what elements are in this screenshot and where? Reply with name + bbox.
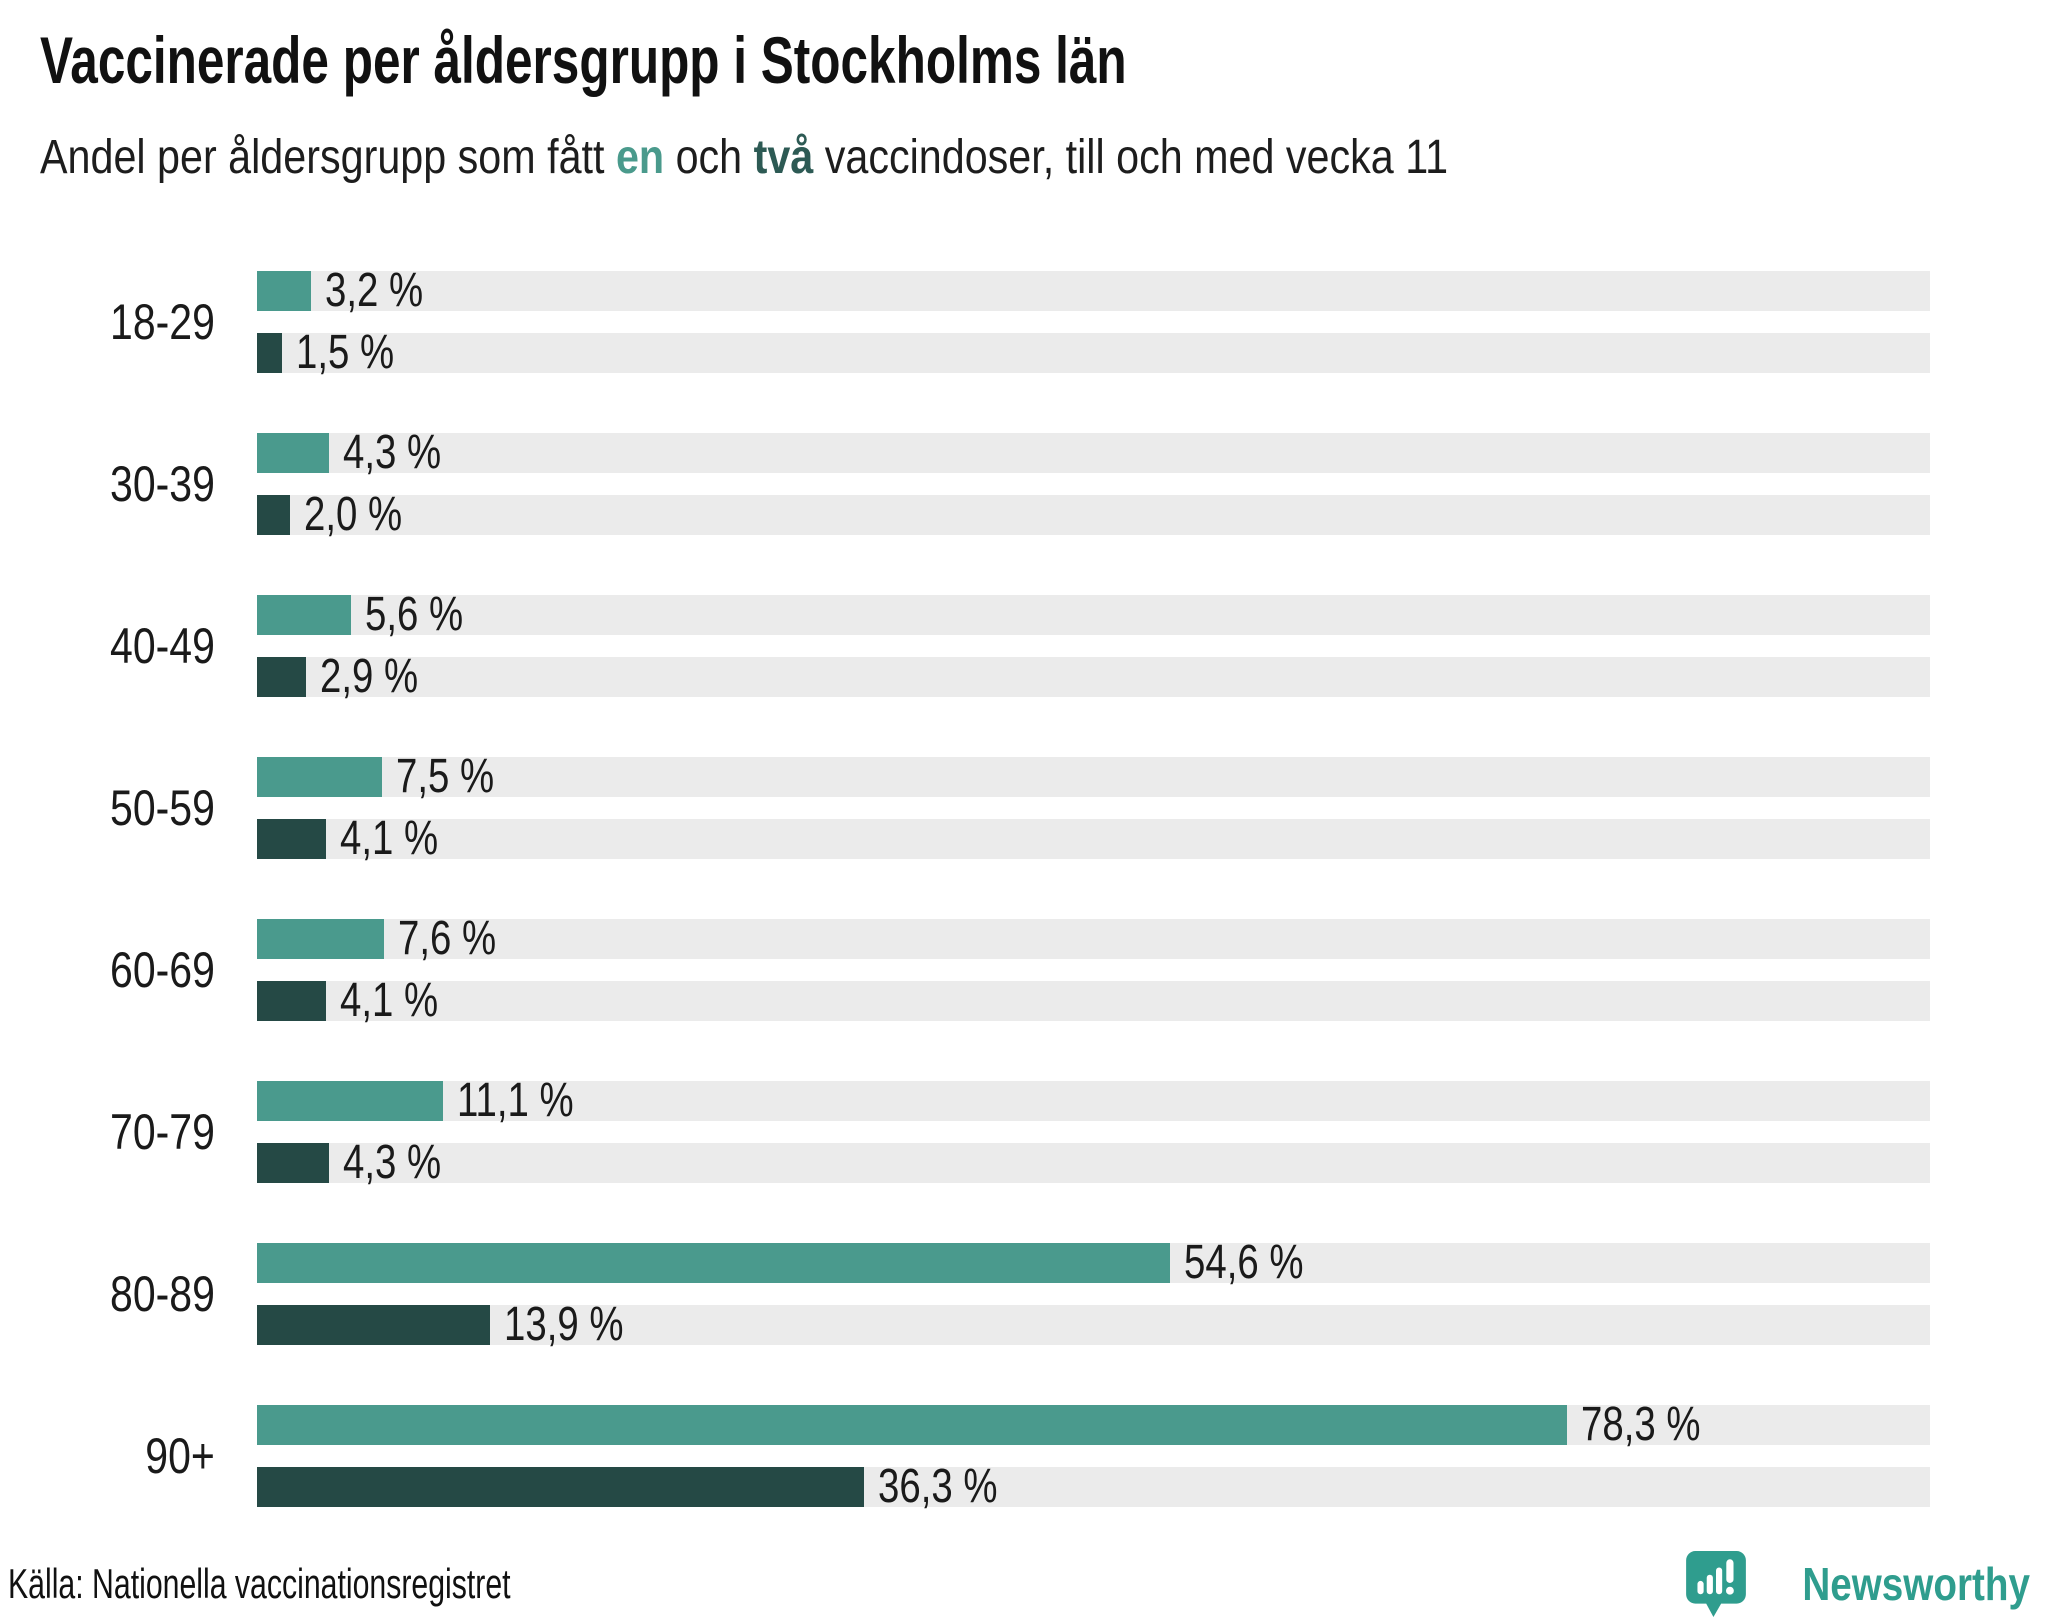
bar-track-dose1: 4,3 % [257,426,1930,480]
group-bars: 3,2 % 1,5 % [257,264,1930,380]
newsworthy-brand-text: Newsworthy [1802,1558,2030,1610]
bar-track-dose1: 5,6 % [257,588,1930,642]
group-row: 30-39 4,3 % 2,0 % [40,426,2048,542]
newsworthy-logo: Newsworthy [1685,1550,2030,1618]
bar-dose1 [257,756,383,797]
group-bars: 7,6 % 4,1 % [257,912,1930,1028]
age-label: 90+ [145,1427,215,1484]
group-row: 60-69 7,6 % 4,1 % [40,912,2048,1028]
age-label: 50-59 [110,779,215,836]
footer: Källa: Nationella vaccinationsregistret … [0,1550,2048,1618]
subtitle-text-1: Andel per åldersgrupp som fått [40,130,616,184]
group-row: 18-29 3,2 % 1,5 % [40,264,2048,380]
bar-value-dose1: 3,2 % [324,264,423,318]
group-row: 90+ 78,3 % 36,3 % [40,1398,2048,1514]
bar-dose2 [257,1142,329,1183]
age-label: 18-29 [110,293,215,350]
chart-rows: 18-29 3,2 % 1,5 % 30-39 4,3 % 2,0 % [40,264,2048,1514]
bar-dose2 [257,494,291,535]
bar-chart: 18-29 3,2 % 1,5 % 30-39 4,3 % 2,0 % [40,264,2048,1514]
age-label: 40-49 [110,617,215,674]
group-row: 70-79 11,1 % 4,3 % [40,1074,2048,1190]
bar-value-dose2: 4,1 % [339,974,438,1028]
age-label: 30-39 [110,455,215,512]
group-bars: 4,3 % 2,0 % [257,426,1930,542]
bar-track-dose1: 54,6 % [257,1236,1930,1290]
bar-value-dose1: 4,3 % [342,426,442,480]
group-row: 80-89 54,6 % 13,9 % [40,1236,2048,1352]
bar-value-dose2: 4,3 % [342,1136,442,1190]
subtitle-highlight-en: en [615,130,665,184]
bar-track-dose2: 4,1 % [257,974,1930,1028]
bar-dose1 [257,1080,443,1121]
bar-value-dose1: 78,3 % [1580,1398,1701,1452]
bar-track-dose2: 2,0 % [257,488,1930,542]
bar-value-dose1: 54,6 % [1184,1236,1305,1290]
group-bars: 78,3 % 36,3 % [257,1398,1930,1514]
bar-value-dose2: 13,9 % [503,1298,624,1352]
subtitle-text-3: vaccindoser, till och med vecka 11 [813,130,1449,184]
age-label: 70-79 [110,1103,215,1160]
bar-value-dose1: 7,5 % [396,750,495,804]
group-row: 40-49 5,6 % 2,9 % [40,588,2048,704]
bar-value-dose1: 5,6 % [364,588,463,642]
page-title: Vaccinerade per åldersgrupp i Stockholms… [40,23,1127,97]
age-label: 80-89 [110,1265,215,1322]
newsworthy-pin-bar-chart-icon [1686,1551,1746,1617]
bar-track-dose1: 3,2 % [257,264,1930,318]
bar-track-dose1: 7,5 % [257,750,1930,804]
bar-track-dose1: 78,3 % [257,1398,1930,1452]
bar-dose2 [257,980,326,1021]
subtitle-highlight-tva: två [753,130,814,184]
page-subtitle: Andel per åldersgrupp som fått en och tv… [40,130,1674,185]
bar-dose2 [257,1304,490,1345]
age-label: 60-69 [110,941,215,998]
bar-track-dose2: 2,9 % [257,650,1930,704]
bar-dose2 [257,1466,865,1507]
bar-dose2 [257,656,306,697]
bar-dose1 [257,1242,1171,1283]
bar-dose1 [257,432,329,473]
bar-dose2 [257,818,326,859]
bar-value-dose2: 1,5 % [296,326,395,380]
group-bars: 54,6 % 13,9 % [257,1236,1930,1352]
bar-track-dose2: 13,9 % [257,1298,1930,1352]
bar-value-dose2: 4,1 % [339,812,438,866]
bar-track-dose2: 36,3 % [257,1460,1930,1514]
group-bars: 11,1 % 4,3 % [257,1074,1930,1190]
bar-track-dose1: 11,1 % [257,1074,1930,1128]
bar-value-dose1: 11,1 % [456,1074,574,1128]
bar-track-dose2: 4,3 % [257,1136,1930,1190]
group-bars: 7,5 % 4,1 % [257,750,1930,866]
bar-value-dose2: 2,0 % [304,488,403,542]
bar-track-dose2: 4,1 % [257,812,1930,866]
subtitle-text-2: och [664,130,754,184]
bar-dose2 [257,332,283,373]
group-row: 50-59 7,5 % 4,1 % [40,750,2048,866]
bar-value-dose2: 36,3 % [878,1460,998,1514]
bar-dose1 [257,1404,1567,1445]
bar-dose1 [257,270,311,311]
group-bars: 5,6 % 2,9 % [257,588,1930,704]
bar-value-dose2: 2,9 % [319,650,418,704]
bar-dose1 [257,594,351,635]
bar-dose1 [257,918,385,959]
bar-track-dose2: 1,5 % [257,326,1930,380]
bar-track-dose1: 7,6 % [257,912,1930,966]
bar-value-dose1: 7,6 % [398,912,497,966]
source-text: Källa: Nationella vaccinationsregistret [8,1560,511,1607]
